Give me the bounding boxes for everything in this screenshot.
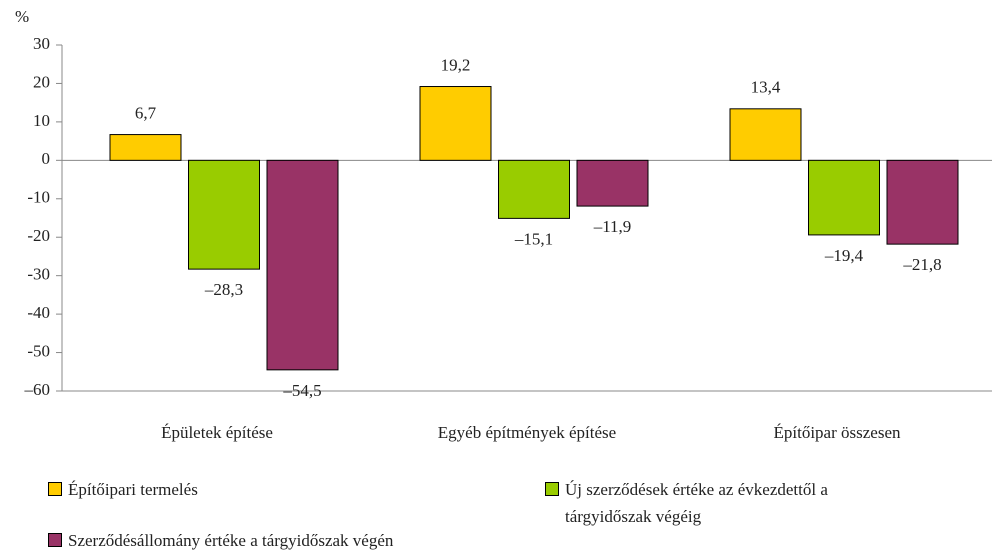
value-label: 19,2	[441, 55, 471, 74]
legend-swatch	[545, 482, 559, 496]
value-label: –21,8	[902, 255, 941, 274]
value-label: –28,3	[204, 280, 243, 299]
y-tick-label: 10	[33, 111, 50, 130]
legend-label: Építőipari termelés	[68, 480, 198, 499]
x-tick-label: Egyéb építmények építése	[438, 423, 616, 442]
bar	[576, 159, 649, 207]
legend-label: Szerződésállomány értéke a tárgyidőszak …	[68, 531, 394, 550]
value-label: 13,4	[751, 78, 781, 97]
y-tick-label: -20	[27, 226, 50, 245]
bar	[729, 108, 802, 161]
x-tick-label: Épületek építése	[161, 423, 273, 442]
bar	[886, 159, 959, 245]
y-tick-label: –60	[24, 380, 51, 399]
x-tick-label: Építőipar összesen	[774, 423, 901, 442]
bar	[498, 159, 570, 219]
bar	[419, 86, 492, 161]
bar	[188, 159, 260, 270]
legend-swatch	[48, 482, 62, 496]
value-label: –54,5	[282, 381, 321, 400]
y-tick-label: 30	[33, 34, 50, 53]
bar	[266, 159, 339, 371]
bar	[109, 134, 182, 161]
y-tick-label: -30	[27, 265, 50, 284]
bar	[808, 159, 880, 236]
y-tick-label: -10	[27, 188, 50, 207]
y-tick-label: -50	[27, 341, 50, 360]
value-label: –15,1	[514, 229, 553, 248]
value-label: –19,4	[824, 246, 864, 265]
y-axis-label: %	[15, 7, 29, 26]
legend-swatch	[48, 533, 62, 547]
y-tick-label: -40	[27, 303, 50, 322]
legend-label: Új szerződések értéke az évkezdettől a t…	[565, 480, 828, 526]
value-label: –11,9	[593, 217, 632, 236]
y-tick-label: 0	[42, 149, 51, 168]
value-label: 6,7	[135, 103, 157, 122]
y-tick-label: 20	[33, 72, 50, 91]
